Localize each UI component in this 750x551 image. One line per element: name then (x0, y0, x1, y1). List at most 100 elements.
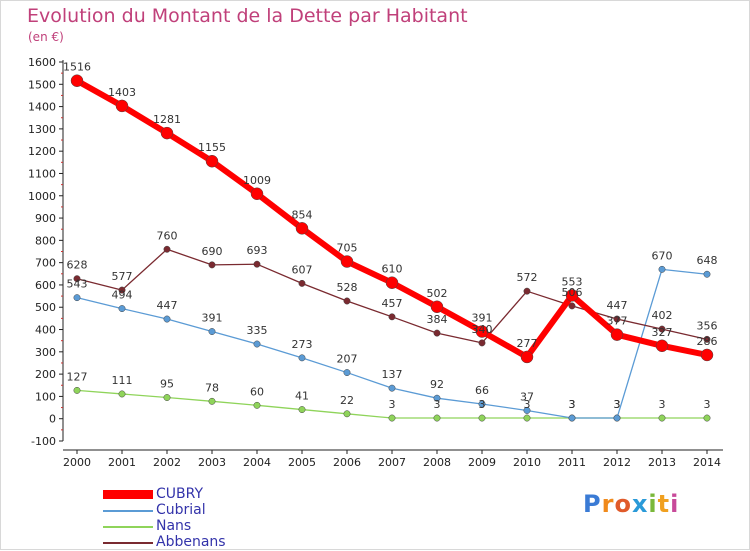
data-label-nans: 41 (295, 390, 309, 403)
y-tick-label: 1200 (28, 145, 56, 158)
data-point-abbenans (388, 313, 396, 321)
data-label-nans: 3 (479, 398, 486, 411)
data-label-cubrial: 335 (247, 324, 268, 337)
data-label-nans: 22 (340, 394, 354, 407)
data-label-cubrial: 3 (569, 398, 576, 411)
data-point-cubry (655, 339, 669, 353)
data-point-nans (298, 406, 306, 414)
data-label-cubrial: 543 (67, 278, 88, 291)
data-label-cubry: 553 (562, 275, 583, 288)
y-tick-label: 1100 (28, 167, 56, 180)
x-tick-label: 2000 (63, 456, 91, 469)
data-label-abbenans: 402 (652, 309, 673, 322)
data-point-abbenans (658, 325, 666, 333)
data-label-cubrial: 37 (520, 390, 534, 403)
data-point-cubrial (703, 270, 711, 278)
data-point-cubry (385, 276, 399, 289)
data-label-cubry: 1281 (153, 113, 181, 126)
data-label-nans: 3 (614, 398, 621, 411)
data-point-abbenans (433, 329, 441, 337)
unit-label: (en €) (28, 30, 64, 44)
data-point-abbenans (568, 302, 576, 310)
data-point-cubry (700, 348, 714, 362)
chart-title: Evolution du Montant de la Dette par Hab… (27, 5, 468, 27)
data-label-abbenans: 693 (247, 244, 268, 257)
data-label-nans: 3 (569, 398, 576, 411)
data-label-abbenans: 384 (427, 313, 448, 326)
data-point-cubry (250, 187, 264, 201)
data-point-nans (208, 397, 216, 405)
data-point-cubrial (163, 315, 171, 323)
data-point-cubry (115, 99, 129, 113)
data-label-abbenans: 356 (697, 319, 718, 332)
data-point-cubrial (433, 394, 441, 402)
data-point-nans (433, 414, 441, 422)
x-tick-label: 2010 (513, 456, 541, 469)
x-tick-label: 2008 (423, 456, 451, 469)
data-point-cubrial (253, 340, 261, 348)
y-tick-label: 200 (35, 368, 56, 381)
legend-label-cubry: CUBRY (156, 486, 204, 502)
data-point-cubry (205, 154, 219, 168)
data-label-abbenans: 457 (382, 297, 403, 310)
data-point-cubry (295, 222, 309, 235)
data-label-nans: 3 (434, 398, 441, 411)
data-label-cubrial: 137 (382, 368, 403, 381)
x-tick-label: 2002 (153, 456, 181, 469)
data-point-abbenans (343, 297, 351, 305)
x-tick-label: 2012 (603, 456, 631, 469)
data-label-nans: 3 (659, 398, 666, 411)
x-tick-label: 2014 (693, 456, 721, 469)
data-point-cubry (520, 350, 534, 364)
data-label-nans: 111 (112, 374, 133, 387)
data-label-nans: 3 (524, 398, 531, 411)
data-point-abbenans (523, 287, 531, 295)
y-tick-label: 300 (35, 346, 56, 359)
y-tick-label: 1500 (28, 78, 56, 91)
data-point-abbenans (208, 261, 216, 269)
data-label-cubry: 1516 (63, 61, 91, 74)
data-point-nans (118, 390, 126, 398)
y-tick-label: 1000 (28, 190, 56, 203)
data-point-nans (478, 414, 486, 422)
legend-label-nans: Nans (156, 518, 192, 534)
data-label-cubrial: 648 (697, 254, 718, 267)
data-point-abbenans (73, 275, 81, 283)
y-tick-label: 400 (35, 324, 56, 337)
data-point-abbenans (478, 339, 486, 347)
x-tick-label: 2005 (288, 456, 316, 469)
data-label-cubry: 1009 (243, 174, 271, 187)
data-label-cubry: 502 (427, 287, 448, 300)
data-point-cubrial (298, 354, 306, 362)
data-label-cubry: 854 (292, 208, 313, 221)
x-tick-label: 2011 (558, 456, 586, 469)
data-point-nans (343, 410, 351, 418)
x-tick-label: 2001 (108, 456, 136, 469)
data-point-cubry (160, 126, 174, 140)
series-line-cubrial (76, 268, 708, 419)
x-tick-label: 2003 (198, 456, 226, 469)
data-point-cubrial (613, 414, 621, 422)
data-label-nans: 78 (205, 381, 219, 394)
data-point-nans (388, 414, 396, 422)
data-point-cubrial (208, 328, 216, 335)
y-tick-label: 1600 (28, 56, 56, 69)
data-label-abbenans: 528 (337, 281, 358, 294)
axes: -100 0 100 200 300 400 500 600 700 800 900 1000 1100… (28, 56, 723, 469)
data-label-cubry: 610 (382, 263, 403, 276)
legend-swatch-cubrial (103, 509, 153, 512)
data-label-cubry: 705 (337, 242, 358, 255)
data-label-cubrial: 273 (292, 338, 313, 351)
data-point-cubrial (523, 407, 531, 414)
y-tick-label: 800 (35, 234, 56, 247)
data-point-cubry (475, 325, 489, 338)
data-label-cubry: 391 (472, 312, 493, 325)
legend-swatch-nans (103, 525, 153, 528)
data-label-abbenans: 340 (472, 323, 493, 336)
x-tick-label: 2007 (378, 456, 406, 469)
data-point-cubry (430, 300, 444, 314)
data-label-cubrial: 66 (475, 384, 489, 397)
data-label-cubry: 1403 (108, 86, 136, 99)
data-label-abbenans: 690 (202, 245, 223, 258)
